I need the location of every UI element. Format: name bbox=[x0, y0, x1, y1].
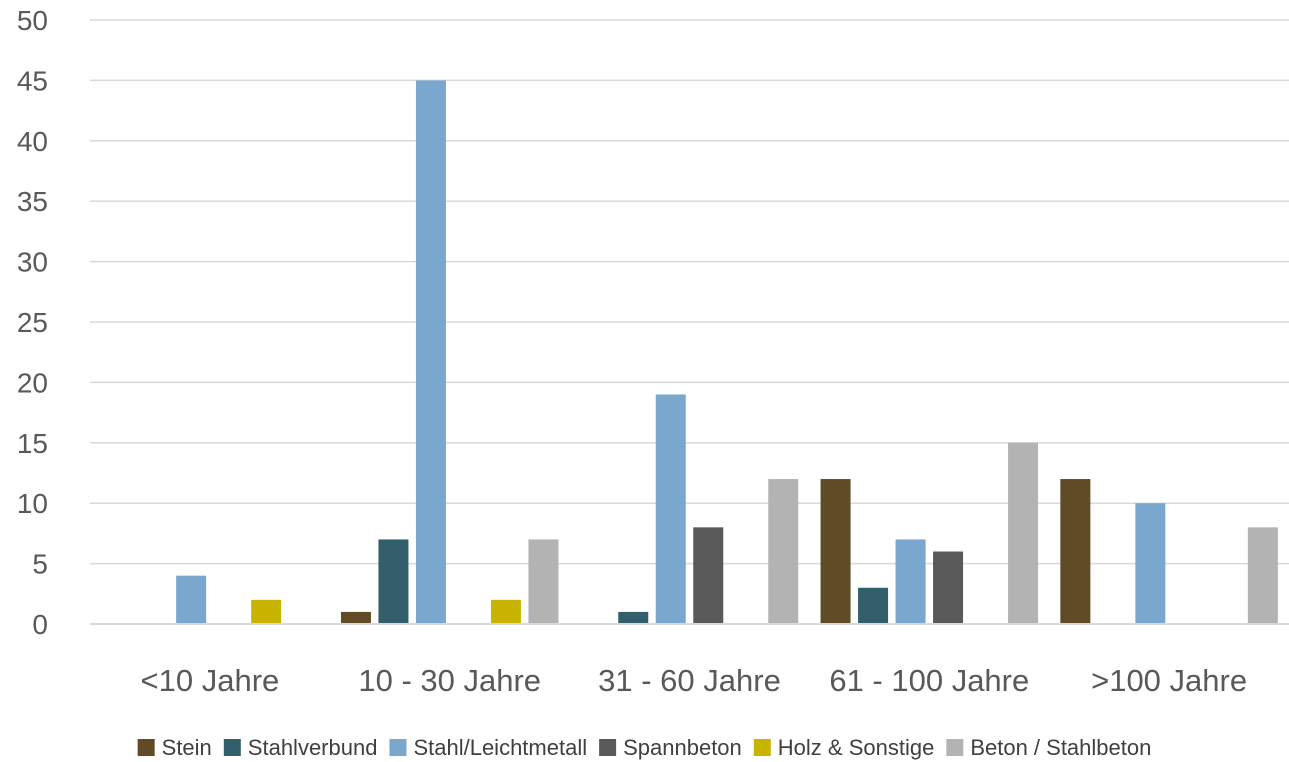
x-category-label: >100 Jahre bbox=[1091, 663, 1247, 698]
legend-label: Holz & Sonstige bbox=[778, 735, 935, 760]
bar-stahl-leichtmetall-3 bbox=[895, 539, 926, 624]
legend-swatch bbox=[946, 739, 964, 756]
y-tick-label: 50 bbox=[17, 5, 48, 36]
legend: Stein Stahlverbund Stahl/Leichtmetall Spann… bbox=[137, 735, 1151, 760]
bar-stahlverbund-1 bbox=[378, 539, 409, 624]
y-axis: 0 5 10 15 20 25 30 35 40 45 50 bbox=[17, 5, 48, 640]
legend-label: Stahl/Leichtmetall bbox=[413, 735, 587, 760]
y-tick-label: 45 bbox=[17, 65, 48, 96]
y-tick-label: 5 bbox=[32, 549, 48, 580]
bar-stahlverbund-2 bbox=[618, 611, 649, 624]
x-category-label: 61 - 100 Jahre bbox=[829, 663, 1029, 698]
bar-holz-sonstige-1 bbox=[490, 599, 521, 624]
legend-label: Stahlverbund bbox=[248, 735, 378, 760]
legend-item: Beton / Stahlbeton bbox=[946, 735, 1151, 760]
x-category-label: 10 - 30 Jahre bbox=[358, 663, 541, 698]
y-tick-label: 30 bbox=[17, 247, 48, 278]
bar-stahl-leichtmetall-1 bbox=[415, 80, 446, 624]
bar-stein-1 bbox=[340, 611, 371, 624]
bar-stahl-leichtmetall-2 bbox=[655, 394, 686, 624]
legend-swatch bbox=[137, 739, 155, 756]
x-category-label: <10 Jahre bbox=[141, 663, 280, 698]
bar-stahlverbund-3 bbox=[858, 587, 889, 624]
bar-beton-stahlbeton-3 bbox=[1008, 442, 1039, 624]
bar-spannbeton-2 bbox=[693, 527, 724, 624]
y-tick-label: 15 bbox=[17, 428, 48, 459]
legend-item: Spannbeton bbox=[599, 735, 742, 760]
grid-lines bbox=[90, 19, 1289, 625]
legend-item: Holz & Sonstige bbox=[753, 735, 935, 760]
y-tick-label: 35 bbox=[17, 186, 48, 217]
legend-swatch bbox=[753, 739, 771, 756]
legend-item: Stein bbox=[137, 735, 212, 760]
bars bbox=[176, 80, 1278, 624]
x-axis: <10 Jahre 10 - 30 Jahre 31 - 60 Jahre 61 - … bbox=[90, 623, 1289, 698]
legend-swatch bbox=[599, 739, 617, 756]
legend-label: Beton / Stahlbeton bbox=[970, 735, 1151, 760]
y-tick-label: 20 bbox=[17, 367, 48, 398]
legend-item: Stahlverbund bbox=[223, 735, 378, 760]
legend-label: Spannbeton bbox=[623, 735, 742, 760]
bar-spannbeton-3 bbox=[933, 551, 964, 624]
bar-beton-stahlbeton-4 bbox=[1247, 527, 1278, 624]
bar-stahl-leichtmetall-4 bbox=[1135, 503, 1166, 624]
bar-stein-3 bbox=[820, 479, 851, 624]
legend-item: Stahl/Leichtmetall bbox=[389, 735, 587, 760]
y-tick-label: 0 bbox=[32, 609, 48, 640]
x-category-label: 31 - 60 Jahre bbox=[598, 663, 781, 698]
y-tick-label: 25 bbox=[17, 307, 48, 338]
legend-swatch bbox=[223, 739, 241, 756]
bar-stein-4 bbox=[1060, 479, 1091, 624]
legend-label: Stein bbox=[162, 735, 212, 760]
bar-stahl-leichtmetall-0 bbox=[176, 575, 207, 624]
y-tick-label: 40 bbox=[17, 126, 48, 157]
bar-beton-stahlbeton-2 bbox=[768, 479, 799, 624]
bar-beton-stahlbeton-1 bbox=[528, 539, 559, 624]
y-tick-label: 10 bbox=[17, 488, 48, 519]
legend-swatch bbox=[389, 739, 407, 756]
bar-holz-sonstige-0 bbox=[251, 599, 282, 624]
